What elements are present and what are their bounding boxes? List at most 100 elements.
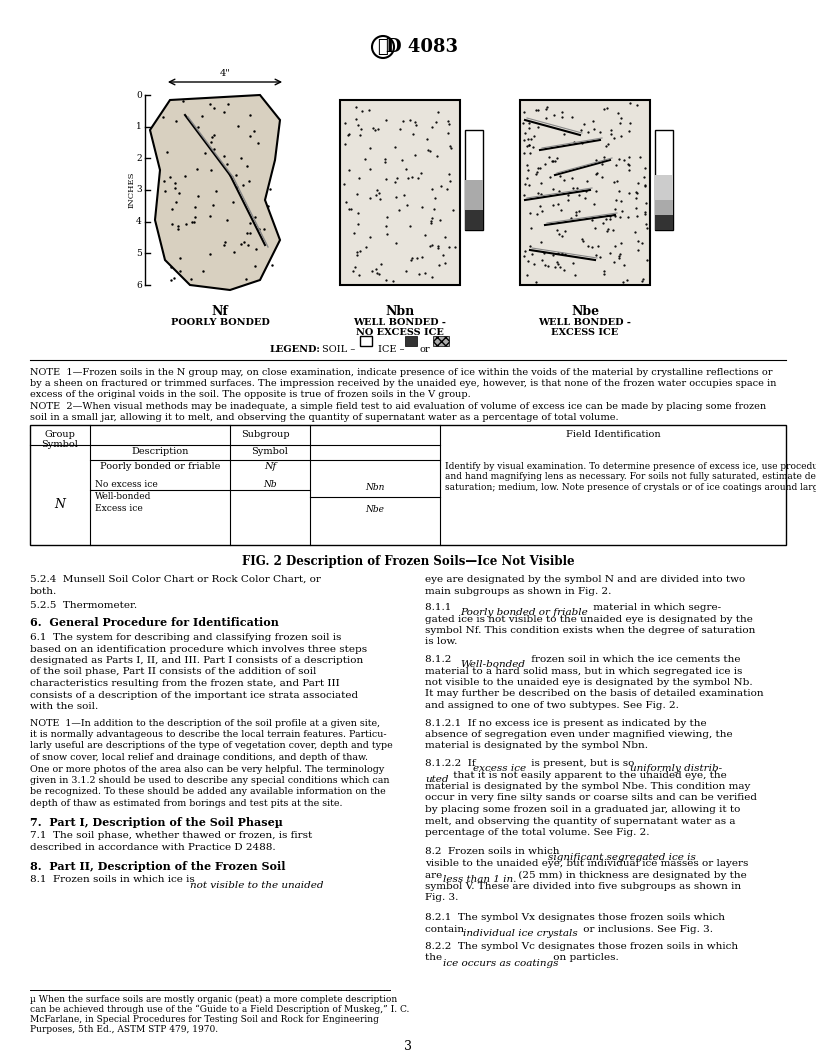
Text: can be achieved through use of the “Guide to a Field Description of Muskeg,” I. : can be achieved through use of the “Guid… — [30, 1005, 410, 1015]
Text: N: N — [55, 498, 65, 511]
Text: POORLY BONDED: POORLY BONDED — [171, 318, 269, 327]
Text: not visible to the unaided: not visible to the unaided — [190, 881, 323, 889]
Bar — [465, 180, 483, 210]
Text: 8.2  Frozen soils in which: 8.2 Frozen soils in which — [425, 848, 563, 856]
Text: Nf: Nf — [264, 463, 276, 471]
Bar — [655, 175, 673, 200]
Text: Group
Symbol: Group Symbol — [42, 430, 78, 450]
Text: Nbn: Nbn — [385, 305, 415, 318]
Text: 7.1  The soil phase, whether thawed or frozen, is first: 7.1 The soil phase, whether thawed or fr… — [30, 831, 313, 840]
Text: 3: 3 — [404, 1040, 412, 1053]
Text: by placing some frozen soil in a graduated jar, allowing it to: by placing some frozen soil in a graduat… — [425, 805, 740, 814]
Text: on particles.: on particles. — [550, 954, 619, 962]
Text: both.: both. — [30, 586, 57, 596]
Text: excess of the original voids in the soil. The opposite is true of frozen soils i: excess of the original voids in the soil… — [30, 390, 471, 399]
Text: contain: contain — [425, 924, 468, 934]
Text: 6.1  The system for describing and classifying frozen soil is: 6.1 The system for describing and classi… — [30, 633, 341, 642]
Text: 8.1.1: 8.1.1 — [425, 603, 458, 612]
Text: of snow cover, local relief and drainage conditions, and depth of thaw.: of snow cover, local relief and drainage… — [30, 753, 368, 762]
Text: 3: 3 — [136, 186, 142, 194]
Bar — [30, 425, 786, 545]
Text: Well-bonded: Well-bonded — [95, 492, 152, 501]
Text: Poorly bonded or friable: Poorly bonded or friable — [460, 608, 588, 617]
Text: Well-bonded: Well-bonded — [460, 660, 525, 670]
Text: occur in very fine silty sands or coarse silts and can be verified: occur in very fine silty sands or coarse… — [425, 793, 757, 803]
Text: 8.2.1  The symbol Vx designates those frozen soils which: 8.2.1 The symbol Vx designates those fro… — [425, 913, 725, 922]
Text: Subgroup: Subgroup — [241, 430, 290, 439]
Text: 2: 2 — [136, 154, 142, 163]
Text: 8.1  Frozen soils in which ice is: 8.1 Frozen soils in which ice is — [30, 875, 198, 885]
Text: depth of thaw as estimated from borings and test pits at the site.: depth of thaw as estimated from borings … — [30, 799, 343, 808]
Text: characteristics resulting from the frozen state, and Part III: characteristics resulting from the froze… — [30, 679, 339, 689]
Text: not visible to the unaided eye is designated by the symbol Nb.: not visible to the unaided eye is design… — [425, 678, 752, 687]
Text: D 4083: D 4083 — [386, 38, 458, 56]
Text: be recognized. To these should be added any available information on the: be recognized. To these should be added … — [30, 788, 386, 796]
Text: WELL BONDED -: WELL BONDED - — [539, 318, 632, 327]
Bar — [465, 210, 483, 230]
Text: Identify by visual examination. To determine presence of excess ice, use procedu: Identify by visual examination. To deter… — [445, 463, 816, 492]
Text: is low.: is low. — [425, 638, 458, 646]
Text: 0: 0 — [136, 91, 142, 99]
Bar — [655, 215, 673, 230]
Text: NOTE  1—In addition to the description of the soil profile at a given site,: NOTE 1—In addition to the description of… — [30, 718, 380, 728]
Bar — [360, 336, 372, 346]
Text: 4: 4 — [136, 218, 142, 226]
Text: 8.  Part II, Description of the Frozen Soil: 8. Part II, Description of the Frozen So… — [30, 861, 286, 872]
Text: main subgroups as shown in Fig. 2.: main subgroups as shown in Fig. 2. — [425, 586, 611, 596]
Text: significant segregated ice is: significant segregated ice is — [548, 852, 696, 862]
Text: or inclusions. See Fig. 3.: or inclusions. See Fig. 3. — [580, 924, 713, 934]
Text: FIG. 2 Description of Frozen Soils—Ice Not Visible: FIG. 2 Description of Frozen Soils—Ice N… — [242, 555, 574, 568]
Bar — [433, 336, 449, 346]
Text: visible to the unaided eye, but individual ice masses or layers: visible to the unaided eye, but individu… — [425, 859, 748, 868]
Text: 1: 1 — [136, 122, 142, 131]
Text: with the soil.: with the soil. — [30, 702, 98, 711]
Text: µ When the surface soils are mostly organic (peat) a more complete description: µ When the surface soils are mostly orga… — [30, 995, 397, 1004]
Text: LEGEND:: LEGEND: — [270, 345, 321, 354]
Text: given in 3.1.2 should be used to describe any special conditions which can: given in 3.1.2 should be used to describ… — [30, 776, 389, 785]
PathPatch shape — [150, 95, 280, 290]
Text: 5.2.4  Munsell Soil Color Chart or Rock Color Chart, or: 5.2.4 Munsell Soil Color Chart or Rock C… — [30, 576, 321, 584]
Text: 4": 4" — [220, 69, 230, 78]
Text: material to a hard solid mass, but in which segregated ice is: material to a hard solid mass, but in wh… — [425, 666, 743, 676]
Text: Symbol: Symbol — [251, 447, 288, 456]
Text: SOIL –: SOIL – — [322, 345, 355, 354]
Text: NO EXCESS ICE: NO EXCESS ICE — [356, 328, 444, 337]
Text: is present, but is so: is present, but is so — [528, 759, 637, 768]
Text: eye are designated by the symbol N and are divided into two: eye are designated by the symbol N and a… — [425, 576, 745, 584]
Text: symbol V. These are divided into five subgroups as shown in: symbol V. These are divided into five su… — [425, 882, 741, 891]
Text: NOTE  2—When visual methods may be inadequate, a simple field test to aid evalua: NOTE 2—When visual methods may be inadeq… — [30, 402, 766, 411]
Text: 6.  General Procedure for Identification: 6. General Procedure for Identification — [30, 618, 279, 628]
Bar — [655, 130, 673, 230]
Text: percentage of the total volume. See Fig. 2.: percentage of the total volume. See Fig.… — [425, 828, 650, 837]
Text: melt, and observing the quantity of supernatant water as a: melt, and observing the quantity of supe… — [425, 816, 735, 826]
Text: material is designated by the symbol Nbe. This condition may: material is designated by the symbol Nbe… — [425, 782, 751, 791]
Text: based on an identification procedure which involves three steps: based on an identification procedure whi… — [30, 644, 367, 654]
Text: the: the — [425, 954, 446, 962]
Text: Purposes, 5th Ed., ASTM STP 479, 1970.: Purposes, 5th Ed., ASTM STP 479, 1970. — [30, 1025, 218, 1034]
Text: absence of segregation even under magnified viewing, the: absence of segregation even under magnif… — [425, 730, 733, 739]
Text: soil in a small jar, allowing it to melt, and observing the quantity of supernat: soil in a small jar, allowing it to melt… — [30, 413, 619, 422]
Text: Nbe: Nbe — [366, 505, 384, 514]
Bar — [520, 100, 650, 285]
Text: designated as Parts I, II, and III. Part I consists of a description: designated as Parts I, II, and III. Part… — [30, 656, 363, 665]
Text: uted: uted — [425, 775, 449, 785]
Text: excess ice: excess ice — [473, 763, 526, 773]
Text: symbol Nf. This condition exists when the degree of saturation: symbol Nf. This condition exists when th… — [425, 626, 756, 635]
Text: 8.1.2.2  If: 8.1.2.2 If — [425, 759, 479, 768]
Text: material in which segre-: material in which segre- — [590, 603, 721, 612]
Text: EXCESS ICE: EXCESS ICE — [552, 328, 619, 337]
Text: are: are — [425, 870, 446, 880]
Text: 5.2.5  Thermometer.: 5.2.5 Thermometer. — [30, 601, 137, 610]
Text: INCHES: INCHES — [128, 172, 136, 208]
Text: (25 mm) in thickness are designated by the: (25 mm) in thickness are designated by t… — [515, 870, 747, 880]
Text: larly useful are descriptions of the type of vegetation cover, depth and type: larly useful are descriptions of the typ… — [30, 741, 392, 751]
Text: McFarlane, in Special Procedures for Testing Soil and Rock for Engineering: McFarlane, in Special Procedures for Tes… — [30, 1015, 379, 1024]
Text: Nb: Nb — [264, 480, 277, 489]
Text: 7.  Part I, Description of the Soil Phaseµ: 7. Part I, Description of the Soil Phase… — [30, 816, 283, 828]
Text: and assigned to one of two subtypes. See Fig. 2.: and assigned to one of two subtypes. See… — [425, 701, 679, 710]
Text: No excess ice: No excess ice — [95, 480, 157, 489]
Text: Nf: Nf — [211, 305, 228, 318]
Text: Description: Description — [131, 447, 188, 456]
Text: WELL BONDED -: WELL BONDED - — [353, 318, 446, 327]
Text: material is designated by the symbol Nbn.: material is designated by the symbol Nbn… — [425, 741, 648, 751]
